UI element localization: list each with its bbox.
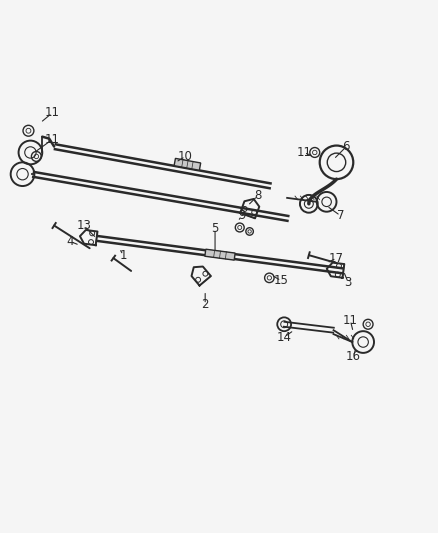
Text: 15: 15 [274,274,289,287]
Text: 5: 5 [212,222,219,235]
Text: 11: 11 [297,146,311,159]
Text: 1: 1 [120,249,127,262]
Text: 14: 14 [277,330,292,344]
Polygon shape [205,249,235,260]
Text: 8: 8 [254,189,261,203]
Text: 2: 2 [201,298,209,311]
Text: 11: 11 [343,314,358,327]
Text: 3: 3 [345,276,352,289]
Text: 7: 7 [337,209,344,222]
Text: 11: 11 [45,133,60,146]
Text: 17: 17 [329,252,344,264]
Text: 9: 9 [238,209,245,222]
Polygon shape [174,158,201,170]
Text: 6: 6 [343,140,350,153]
Text: 10: 10 [178,150,193,163]
Text: 4: 4 [66,235,74,248]
Text: 11: 11 [45,107,60,119]
Text: 16: 16 [346,350,361,364]
Text: 13: 13 [76,219,91,232]
